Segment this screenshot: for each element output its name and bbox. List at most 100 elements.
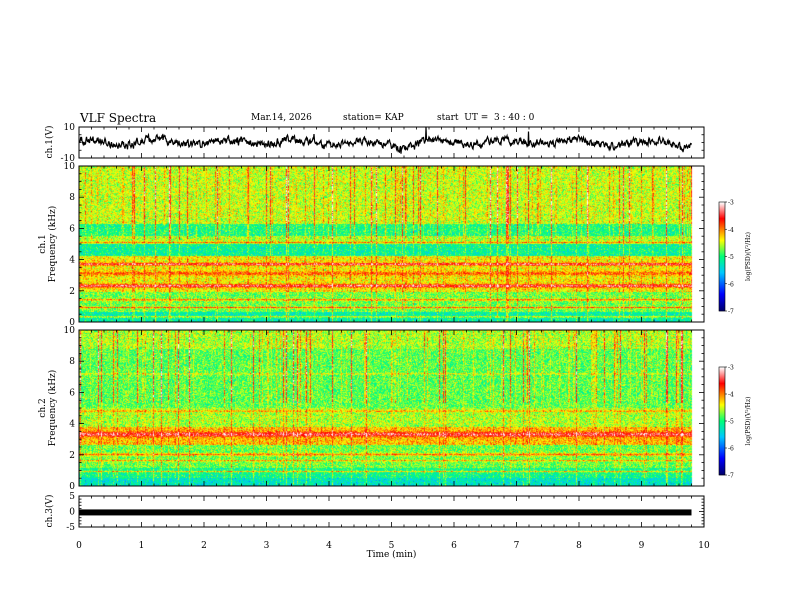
ch1-colorbar-color-step <box>719 289 725 291</box>
ch2-colorbar-color-step <box>719 381 725 383</box>
ch1-colorbar-color-step <box>719 310 725 312</box>
ch2-spec-y-tick-label: 6 <box>69 388 75 398</box>
ch1-colorbar-color-step <box>719 272 725 274</box>
ch2-colorbar-color-step <box>719 416 725 418</box>
ch2-colorbar-color-step <box>719 425 725 427</box>
ch1-spec-y-tick-label: 0 <box>69 318 75 328</box>
ch1-colorbar-color-step <box>719 215 725 217</box>
ch2-colorbar-color-step <box>719 411 725 413</box>
ch2-colorbar-color-step <box>719 393 725 395</box>
ch1-colorbar-color-step <box>719 216 725 218</box>
ch2-colorbar-color-step <box>719 429 725 431</box>
ch1-colorbar-color-step <box>719 251 725 253</box>
ch2-colorbar-color-step <box>719 392 725 394</box>
ch2-colorbar-color-step <box>719 474 725 476</box>
ch2-colorbar-color-step <box>719 462 725 464</box>
start-time-label: start UT = 3 : 40 : 0 <box>437 113 535 123</box>
ch1-colorbar-color-step <box>719 229 725 231</box>
ch1-colorbar-color-step <box>719 226 725 228</box>
ch1-colorbar-color-step <box>719 241 725 243</box>
ch1-colorbar-color-step <box>719 210 725 212</box>
date-label: Mar.14, 2026 <box>251 113 312 123</box>
ch2-colorbar-label: log(PSD)(V²/Hz) <box>745 397 752 446</box>
ch1-colorbar-color-step <box>719 302 725 304</box>
ch2-colorbar-color-step <box>719 428 725 430</box>
ch2-colorbar-color-step <box>719 450 725 452</box>
ch1-colorbar-color-step <box>719 297 725 299</box>
ch1-colorbar-color-step <box>719 207 725 209</box>
ch1-colorbar-tick-label: -3 <box>728 200 734 207</box>
ch2-colorbar-tick-label: -5 <box>728 419 734 426</box>
x-axis-label: Time (min) <box>367 549 417 560</box>
ch1-colorbar-color-step <box>719 237 725 239</box>
ch1-colorbar-tick-label: -4 <box>728 227 734 234</box>
ch2-colorbar-color-step <box>719 471 725 473</box>
ch2-colorbar-color-step <box>719 423 725 425</box>
ch2-colorbar-color-step <box>719 465 725 467</box>
ch2-colorbar-tick-label: -4 <box>728 392 734 399</box>
ch1-spec-y-tick-label: 8 <box>69 193 75 203</box>
ch2-colorbar-color-step <box>719 372 725 374</box>
ch2-colorbar-color-step <box>719 384 725 386</box>
ch1-colorbar-color-step <box>719 285 725 287</box>
ch1-colorbar-color-step <box>719 270 725 272</box>
ch2-colorbar-color-step <box>719 412 725 414</box>
ch2-colorbar-color-step <box>719 461 725 463</box>
ch1-colorbar-color-step <box>719 255 725 257</box>
ch3-wave-y-tick-label: 0 <box>69 508 75 518</box>
ch1-colorbar-color-step <box>719 274 725 276</box>
ch2-spectrogram-image <box>79 330 704 486</box>
ch2-colorbar-color-step <box>719 406 725 408</box>
ch2-colorbar-color-step <box>719 394 725 396</box>
ch1-colorbar-color-step <box>719 236 725 238</box>
ch2-colorbar-color-step <box>719 396 725 398</box>
ch1-colorbar-color-step <box>719 292 725 294</box>
ch1-colorbar-color-step <box>719 247 725 249</box>
ch1-spec-channel-label: ch.1 <box>38 234 48 253</box>
ch1-colorbar-color-step <box>719 261 725 263</box>
ch1-colorbar-color-step <box>719 309 725 311</box>
ch1-colorbar-color-step <box>719 235 725 237</box>
ch2-colorbar-color-step <box>719 395 725 397</box>
x-tick-label: 4 <box>326 541 332 551</box>
ch1-colorbar-color-step <box>719 248 725 250</box>
ch1-colorbar-color-step <box>719 240 725 242</box>
ch2-colorbar-color-step <box>719 390 725 392</box>
ch2-colorbar-color-step <box>719 466 725 468</box>
ch2-colorbar-color-step <box>719 407 725 409</box>
ch2-colorbar-color-step <box>719 430 725 432</box>
ch1-colorbar-label: log(PSD)(V²/Hz) <box>745 232 752 281</box>
ch1-colorbar-color-step <box>719 277 725 279</box>
x-tick-label: 9 <box>639 541 645 551</box>
ch1-colorbar-color-step <box>719 253 725 255</box>
ch2-colorbar-color-step <box>719 433 725 435</box>
x-tick-label: 10 <box>698 541 710 551</box>
ch2-colorbar-color-step <box>719 378 725 380</box>
ch2-colorbar-color-step <box>719 463 725 465</box>
ch1-colorbar-color-step <box>719 254 725 256</box>
ch2-colorbar-color-step <box>719 436 725 438</box>
x-tick-label: 8 <box>576 541 582 551</box>
ch1-colorbar-color-step <box>719 265 725 267</box>
ch1-colorbar-color-step <box>719 266 725 268</box>
ch1-spec-y-tick-label: 10 <box>64 162 76 172</box>
ch1-colorbar-color-step <box>719 296 725 298</box>
ch2-colorbar-color-step <box>719 398 725 400</box>
ch2-colorbar-color-step <box>719 427 725 429</box>
ch2-colorbar-color-step <box>719 414 725 416</box>
ch2-colorbar-tick-label: -6 <box>728 446 734 453</box>
ch1-colorbar-color-step <box>719 225 725 227</box>
ch2-colorbar-color-step <box>719 405 725 407</box>
ch1-colorbar-color-step <box>719 211 725 213</box>
ch3-wave-y-tick-label: 5 <box>69 492 75 502</box>
ch2-colorbar-color-step <box>719 421 725 423</box>
ch2-colorbar-color-step <box>719 391 725 393</box>
ch2-colorbar-color-step <box>719 473 725 475</box>
ch1-colorbar-color-step <box>719 260 725 262</box>
ch1-colorbar-color-step <box>719 203 725 205</box>
ch1-colorbar-color-step <box>719 290 725 292</box>
ch1-colorbar-color-step <box>719 232 725 234</box>
ch1-colorbar-color-step <box>719 256 725 258</box>
ch2-spec-ylabel: Frequency (kHz) <box>47 370 58 447</box>
